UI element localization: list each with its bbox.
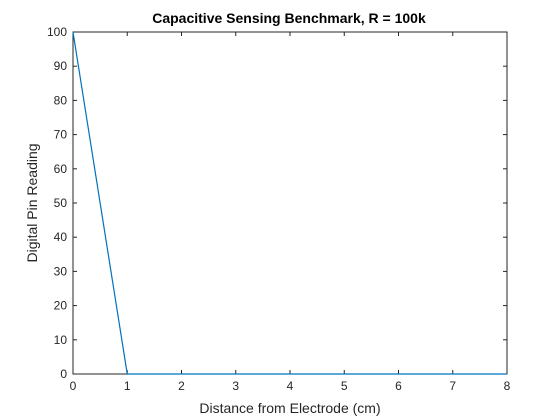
y-tick-label: 40 xyxy=(54,230,68,244)
x-tick-label: 0 xyxy=(70,379,77,393)
x-tick-label: 1 xyxy=(124,379,131,393)
y-tick-label: 90 xyxy=(54,59,68,73)
y-tick-label: 30 xyxy=(54,264,68,278)
x-tick-label: 5 xyxy=(341,379,348,393)
x-tick-label: 7 xyxy=(449,379,456,393)
x-axis-label: Distance from Electrode (cm) xyxy=(199,400,380,416)
y-tick-label: 10 xyxy=(54,333,68,347)
y-tick-label: 70 xyxy=(54,128,68,142)
y-axis-label: Digital Pin Reading xyxy=(24,143,40,262)
y-tick-label: 80 xyxy=(54,93,68,107)
y-tick-label: 20 xyxy=(54,299,68,313)
x-tick-label: 6 xyxy=(395,379,402,393)
series-line xyxy=(72,31,507,375)
plot-area xyxy=(72,31,508,375)
x-tick-label: 4 xyxy=(287,379,294,393)
x-tick-label: 2 xyxy=(178,379,185,393)
x-tick-label: 3 xyxy=(232,379,239,393)
y-tick-label: 60 xyxy=(54,162,68,176)
chart-title: Capacitive Sensing Benchmark, R = 100k xyxy=(152,10,426,26)
y-tick-label: 50 xyxy=(54,196,68,210)
y-tick-label: 0 xyxy=(60,367,67,381)
x-tick-label: 8 xyxy=(504,379,511,393)
series-layer xyxy=(72,31,507,375)
y-tick-label: 100 xyxy=(47,25,67,39)
